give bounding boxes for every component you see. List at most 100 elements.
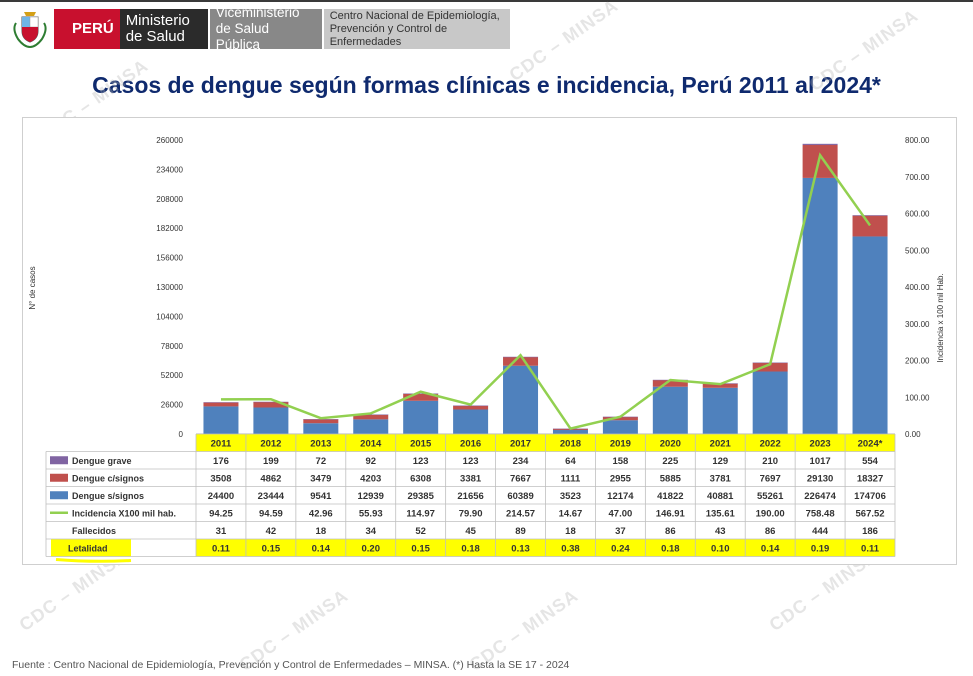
x-tick-label: 2018 bbox=[560, 439, 581, 450]
y2-tick-label: 300.00 bbox=[905, 320, 930, 329]
table-cell: 2955 bbox=[610, 473, 632, 484]
x-tick-label: 2020 bbox=[660, 439, 681, 450]
table-cell: 0.20 bbox=[362, 543, 381, 554]
bar-dengue-con-signos bbox=[453, 405, 489, 410]
bar-dengue-sin-signos bbox=[253, 407, 289, 434]
footer-source: Fuente : Centro Nacional de Epidemiologí… bbox=[12, 659, 570, 671]
table-cell: 21656 bbox=[457, 491, 483, 502]
y-tick-label: 208000 bbox=[156, 195, 183, 204]
center-label: Centro Nacional de Epidemiología, Preven… bbox=[323, 9, 510, 49]
table-cell: 3523 bbox=[560, 491, 581, 502]
y-tick-label: 0 bbox=[179, 430, 184, 439]
legend-swatch bbox=[50, 491, 68, 500]
table-cell: 234 bbox=[513, 456, 530, 467]
table-cell: 29385 bbox=[407, 491, 434, 502]
table-cell: 52 bbox=[415, 526, 426, 537]
bar-dengue-con-signos bbox=[353, 414, 389, 420]
table-cell: 12939 bbox=[358, 491, 384, 502]
x-tick-label: 2022 bbox=[760, 439, 781, 450]
x-tick-label: 2012 bbox=[260, 439, 281, 450]
bar-dengue-con-signos bbox=[253, 401, 289, 408]
table-cell: 129 bbox=[712, 456, 728, 467]
table-cell: 158 bbox=[612, 456, 628, 467]
table-cell: 0.24 bbox=[611, 543, 630, 554]
table-cell: 45 bbox=[465, 526, 476, 537]
bar-dengue-sin-signos bbox=[802, 177, 838, 435]
table-cell: 0.18 bbox=[661, 543, 680, 554]
table-cell: 23444 bbox=[258, 491, 285, 502]
x-tick-label: 2011 bbox=[211, 439, 232, 450]
bar-dengue-grave bbox=[353, 414, 389, 416]
x-tick-label: 2024* bbox=[858, 439, 883, 450]
table-cell: 0.11 bbox=[212, 543, 231, 554]
table-cell: 176 bbox=[213, 456, 229, 467]
table-cell: 199 bbox=[263, 456, 279, 467]
bar-dengue-con-signos bbox=[702, 383, 738, 388]
table-cell: 0.38 bbox=[561, 543, 580, 554]
row-label-1: Dengue c/signos bbox=[72, 473, 144, 483]
y2-tick-label: 500.00 bbox=[905, 246, 930, 255]
table-cell: 186 bbox=[862, 526, 878, 537]
y2-tick-label: 800.00 bbox=[905, 136, 930, 145]
table-cell: 72 bbox=[316, 456, 327, 467]
y-tick-label: 156000 bbox=[156, 254, 183, 263]
bar-dengue-sin-signos bbox=[602, 420, 638, 434]
y-tick-label: 26000 bbox=[161, 401, 184, 410]
row-label-0: Dengue grave bbox=[72, 456, 132, 466]
bar-dengue-con-signos bbox=[852, 215, 888, 237]
table-cell: 135.61 bbox=[706, 508, 736, 519]
table-cell: 758.48 bbox=[806, 508, 835, 519]
table-cell: 7667 bbox=[510, 473, 531, 484]
table-cell: 41822 bbox=[657, 491, 683, 502]
table-cell: 43 bbox=[715, 526, 726, 537]
x-tick-label: 2014 bbox=[360, 439, 382, 450]
row-label-4: Fallecidos bbox=[72, 526, 116, 536]
y-tick-label: 78000 bbox=[161, 342, 184, 351]
x-tick-label: 2019 bbox=[610, 439, 631, 450]
table-cell: 64 bbox=[565, 456, 576, 467]
table-cell: 4203 bbox=[360, 473, 381, 484]
bar-dengue-con-signos bbox=[503, 357, 539, 366]
table-cell: 226474 bbox=[804, 491, 836, 502]
row-label-3: Incidencia X100 mil hab. bbox=[72, 508, 176, 518]
bar-dengue-sin-signos bbox=[652, 386, 688, 434]
page-title: Casos de dengue según formas clínicas e … bbox=[92, 72, 881, 98]
y2-tick-label: 700.00 bbox=[905, 173, 930, 182]
table-cell: 0.19 bbox=[811, 543, 830, 554]
table-cell: 55261 bbox=[757, 491, 784, 502]
table-cell: 94.59 bbox=[259, 508, 283, 519]
table-cell: 123 bbox=[463, 456, 479, 467]
x-tick-label: 2013 bbox=[310, 439, 331, 450]
table-cell: 92 bbox=[365, 456, 376, 467]
table-cell: 6308 bbox=[410, 473, 431, 484]
table-cell: 0.13 bbox=[511, 543, 530, 554]
table-cell: 444 bbox=[812, 526, 829, 537]
table-cell: 14.67 bbox=[559, 508, 583, 519]
legend-swatch bbox=[50, 456, 68, 465]
bar-dengue-sin-signos bbox=[303, 423, 339, 434]
bar-dengue-sin-signos bbox=[203, 406, 239, 434]
highlight-letalidad-label bbox=[51, 539, 131, 557]
x-tick-label: 2023 bbox=[810, 439, 831, 450]
y2-tick-label: 100.00 bbox=[905, 393, 930, 402]
table-cell: 18327 bbox=[857, 473, 883, 484]
bar-dengue-sin-signos bbox=[702, 387, 738, 434]
table-cell: 31 bbox=[216, 526, 227, 537]
table-cell: 214.57 bbox=[506, 508, 535, 519]
table-cell: 0.15 bbox=[411, 543, 430, 554]
table-cell: 94.25 bbox=[209, 508, 233, 519]
table-cell: 12174 bbox=[607, 491, 634, 502]
y-tick-label: 104000 bbox=[156, 312, 183, 321]
top-border bbox=[0, 0, 973, 2]
header-logos: PERÚ Ministerio de Salud Viceministerio … bbox=[10, 5, 510, 52]
bar-dengue-con-signos bbox=[652, 380, 688, 387]
x-tick-label: 2015 bbox=[410, 439, 432, 450]
bar-dengue-con-signos bbox=[403, 393, 439, 401]
table-cell: 40881 bbox=[707, 491, 734, 502]
table-cell: 9541 bbox=[310, 491, 332, 502]
y-axis-label: N° de casos bbox=[28, 266, 37, 309]
bar-dengue-con-signos bbox=[602, 416, 638, 421]
bar-dengue-grave bbox=[253, 401, 289, 403]
highlight-underline bbox=[55, 558, 132, 563]
x-tick-label: 2017 bbox=[510, 439, 531, 450]
